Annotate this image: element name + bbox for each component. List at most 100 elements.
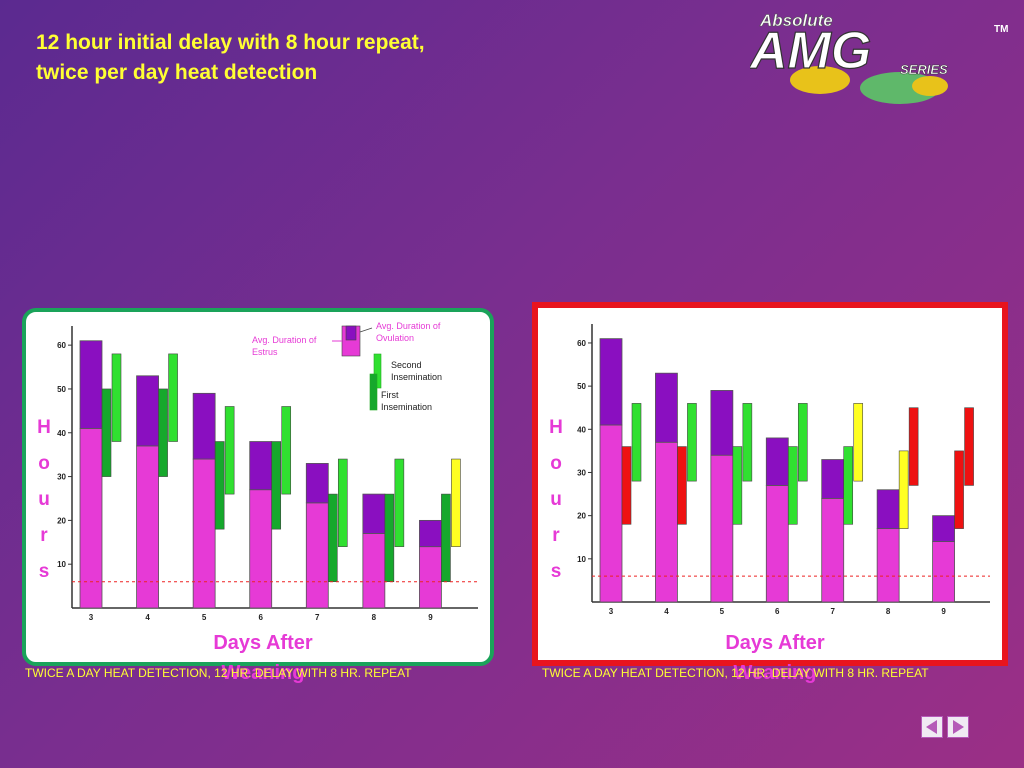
first-insemination-bar [898, 450, 909, 529]
x-tick-label: 5 [202, 613, 207, 622]
legend-ovulation-label: Avg. Duration of Ovulation [376, 321, 441, 343]
second-insemination-bar [451, 458, 461, 547]
legend-estrus-label: Avg. Duration of Estrus [252, 335, 317, 357]
x-tick-label: 3 [89, 613, 94, 622]
next-button[interactable] [947, 716, 969, 738]
title-line-1: 12 hour initial delay with 8 hour repeat… [36, 31, 425, 54]
page-title: 12 hour initial delay with 8 hour repeat… [36, 28, 556, 88]
x-tick-label: 6 [258, 613, 263, 622]
first-insemination-bar [384, 493, 395, 583]
x-tick-label: 4 [145, 613, 150, 622]
first-insemination-bar [787, 446, 798, 525]
estrus-bar [765, 485, 789, 603]
svg-text:TM: TM [994, 24, 1008, 35]
second-insemination-bar [168, 353, 178, 442]
svg-text:Absolute: Absolute [759, 11, 833, 30]
ovulation-bar [932, 515, 955, 542]
x-tick-label: 5 [720, 607, 725, 616]
second-insemination-bar [853, 403, 864, 482]
hours-letter: u [38, 489, 50, 510]
ovulation-bar [419, 519, 442, 548]
title-line-2: twice per day heat detection [36, 61, 318, 84]
x-axis-title-left: Days After Weaning [213, 632, 313, 684]
ovulation-bar [765, 437, 789, 486]
first-insemination-bar [954, 450, 964, 529]
y-tick-label: 50 [57, 385, 66, 394]
second-insemination-bar [797, 403, 808, 482]
hours-letter: u [550, 489, 562, 510]
second-insemination-bar [394, 458, 405, 547]
first-insemination-bar [621, 446, 632, 525]
first-insemination-bar [214, 441, 225, 530]
chart-panel-right: 10 20 30 40 50 60 3 4 5 6 7 8 9 [532, 302, 1008, 666]
estrus-bar [136, 445, 159, 609]
y-tick-label: 40 [577, 425, 586, 434]
second-insemination-bar [111, 353, 122, 442]
ovulation-bar [79, 340, 103, 429]
estrus-bar [362, 533, 386, 609]
amg-logo: Absolute AMG SERIES TM [747, 8, 1010, 113]
ovulation-bar [710, 390, 734, 456]
svg-text:SERIES: SERIES [900, 62, 948, 77]
second-insemination-bar [687, 403, 697, 482]
prev-button[interactable] [921, 716, 943, 738]
coins-icon [790, 66, 850, 94]
y-tick-label: 60 [577, 339, 586, 348]
x-tick-label: 3 [609, 607, 614, 616]
first-insemination-bar [732, 446, 743, 525]
hours-letter: s [38, 561, 50, 582]
chart-right: 10 20 30 40 50 60 3 4 5 6 7 8 9 [577, 324, 990, 616]
ovulation-bar [821, 459, 845, 499]
ovulation-bar [305, 463, 329, 504]
estrus-bar [305, 502, 329, 609]
y-tick-label: 60 [57, 341, 66, 350]
hours-letter: r [40, 525, 48, 546]
y-tick-label: 20 [577, 512, 586, 521]
legend-second-label: Second Insemination [391, 360, 443, 382]
first-insemination-bar [441, 493, 451, 583]
second-insemination-bar [742, 403, 753, 482]
first-insemination-bar [843, 446, 854, 525]
estrus-bar [419, 546, 442, 609]
first-insemination-bar [327, 493, 338, 583]
estrus-bar [249, 489, 273, 609]
prev-arrow-icon [926, 720, 937, 734]
first-insemination-bar [101, 388, 112, 477]
ovulation-bar [599, 338, 623, 426]
x-tick-label: 7 [315, 613, 320, 622]
second-insemination-bar [631, 403, 642, 482]
ovulation-bar [249, 441, 273, 491]
x-tick-label: 8 [372, 613, 377, 622]
first-insemination-bar [271, 441, 282, 530]
y-axis-title-right: H o u r s [546, 410, 566, 590]
y-tick-label: 50 [577, 382, 586, 391]
y-tick-label: 30 [577, 468, 586, 477]
ovulation-bar [362, 493, 386, 534]
x-tick-label: 4 [664, 607, 669, 616]
y-axis-title-left: H o u r s [34, 410, 54, 590]
estrus-bar [821, 497, 845, 603]
x-tick-label: 9 [428, 613, 433, 622]
second-insemination-bar [281, 406, 292, 495]
second-insemination-bar [908, 407, 919, 486]
hours-letter: o [38, 453, 50, 474]
first-insemination-bar [158, 388, 168, 477]
hours-letter: o [550, 453, 562, 474]
hours-letter: H [37, 417, 51, 438]
ovulation-bar [192, 392, 216, 460]
y-tick-label: 40 [57, 429, 66, 438]
x-tick-label: 9 [941, 607, 946, 616]
estrus-bar [655, 441, 678, 603]
chart-left: 10 20 30 40 50 60 3 4 5 6 7 8 9 [57, 326, 478, 622]
ovulation-bar [876, 489, 900, 530]
estrus-bar [876, 528, 900, 603]
hours-letter: r [552, 525, 560, 546]
chart-panel-left: 10 20 30 40 50 60 3 4 5 6 7 8 9 Avg. Duration of Est… [22, 308, 494, 666]
hours-letter: s [550, 561, 562, 582]
caption-right: TWICE A DAY HEAT DETECTION, 12 HR. DELAY… [542, 666, 929, 680]
x-tick-label: 6 [775, 607, 780, 616]
estrus-bar [599, 424, 623, 603]
svg-text:AMG: AMG [750, 22, 871, 80]
ovulation-bar [136, 375, 159, 447]
x-tick-label: 8 [886, 607, 891, 616]
